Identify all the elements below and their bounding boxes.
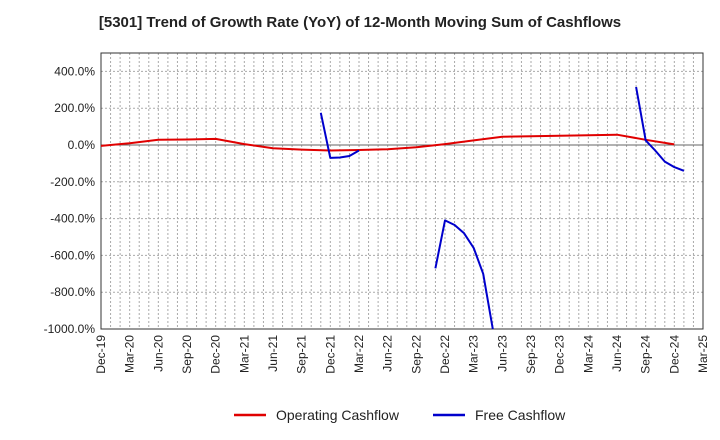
x-tick-label: Jun-23	[495, 335, 509, 372]
x-tick-label: Jun-24	[610, 335, 624, 372]
x-tick-label: Sep-23	[524, 335, 538, 374]
y-tick-label: 400.0%	[54, 64, 95, 78]
y-tick-label: 200.0%	[54, 101, 95, 115]
free-cashflow-legend-label: Free Cashflow	[475, 407, 566, 423]
x-tick-label: Dec-20	[209, 335, 223, 374]
operating-cashflow-legend-label: Operating Cashflow	[276, 407, 400, 423]
x-tick-label: Jun-21	[266, 335, 280, 372]
y-tick-label: 0.0%	[68, 138, 96, 152]
plot-area	[101, 53, 703, 329]
x-tick-label: Sep-20	[180, 335, 194, 374]
free-cashflow-line	[635, 86, 685, 172]
x-tick-label: Dec-23	[553, 335, 567, 374]
x-tick-label: Mar-22	[352, 335, 366, 373]
operating-cashflow-line	[101, 133, 675, 152]
y-tick-label: -200.0%	[50, 175, 95, 189]
free-cashflow-line	[319, 112, 360, 159]
plot-frame	[100, 52, 704, 330]
x-tick-label: Mar-21	[237, 335, 251, 373]
y-tick-label: -400.0%	[50, 212, 95, 226]
x-tick-label: Jun-22	[381, 335, 395, 372]
x-tick-label: Mar-24	[581, 335, 595, 373]
chart-title: [5301] Trend of Growth Rate (YoY) of 12-…	[98, 14, 622, 31]
x-tick-label: Mar-25	[696, 335, 710, 373]
y-tick-label: -600.0%	[50, 248, 95, 262]
x-tick-label: Dec-21	[323, 335, 337, 374]
free-cashflow-line	[434, 219, 494, 329]
x-tick-label: Sep-24	[639, 335, 653, 374]
x-tick-label: Sep-21	[295, 335, 309, 374]
y-tick-label: -800.0%	[50, 285, 95, 299]
x-tick-label: Dec-22	[438, 335, 452, 374]
x-tick-label: Dec-24	[667, 335, 681, 374]
x-tick-label: Sep-22	[409, 335, 423, 374]
x-tick-label: Mar-23	[467, 335, 481, 373]
x-tick-label: Dec-19	[94, 335, 108, 374]
y-tick-label: -1000.0%	[44, 322, 96, 336]
x-tick-label: Jun-20	[151, 335, 165, 372]
x-tick-label: Mar-20	[123, 335, 137, 373]
